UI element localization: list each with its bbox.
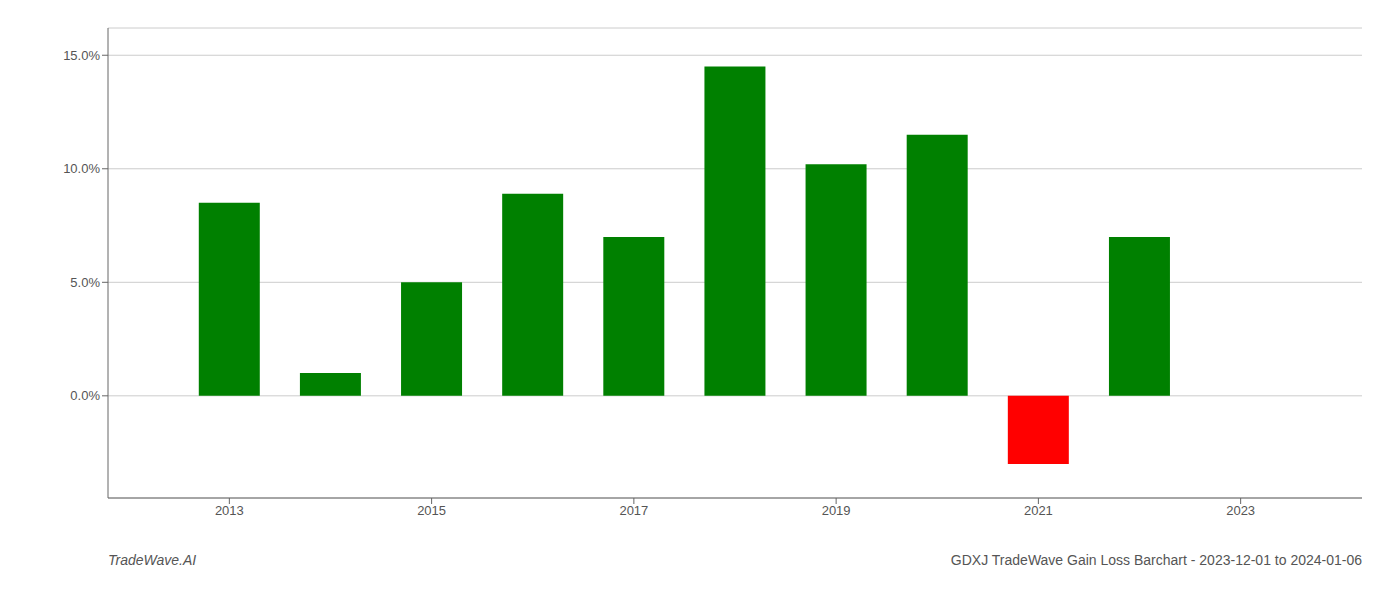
svg-text:5.0%: 5.0% bbox=[70, 275, 100, 290]
html-text:GDXJ TradeWave Gain Loss Barch: GDXJ TradeWave Gain Loss Barchart - 2023… bbox=[950, 552, 1362, 568]
svg-text:2013: 2013 bbox=[215, 503, 244, 518]
html-text:TradeWave.AI: TradeWave.AI bbox=[108, 552, 197, 568]
svg-text:2019: 2019 bbox=[822, 503, 851, 518]
svg-text:10.0%: 10.0% bbox=[63, 161, 100, 176]
svg-text:0.0%: 0.0% bbox=[70, 388, 100, 403]
svg-text:15.0%: 15.0% bbox=[63, 48, 100, 63]
svg-text:2017: 2017 bbox=[619, 503, 648, 518]
svg-text:2023: 2023 bbox=[1226, 503, 1255, 518]
svg-text:2015: 2015 bbox=[417, 503, 446, 518]
svg-text:2021: 2021 bbox=[1024, 503, 1053, 518]
